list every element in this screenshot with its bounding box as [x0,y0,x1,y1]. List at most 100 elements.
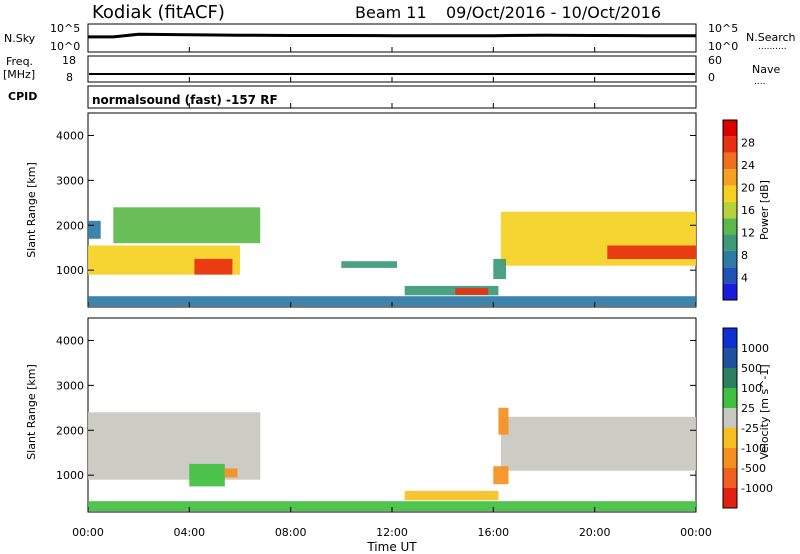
velocity-cbar-swatch [723,348,737,368]
xtick-label: 08:00 [275,526,307,539]
nave-dots: .... [754,77,765,87]
nsearch-dots: .......... [758,42,787,52]
velocity-ytick-label: 3000 [56,379,84,392]
power-heatmap [88,207,696,307]
power-cbar-frame [722,119,738,301]
noise-left-top-tick: 10^5 [50,22,80,35]
power-region-9 [341,261,397,268]
power-cbar-swatch [723,185,737,202]
velocity-cbar-tick: 25 [741,402,755,415]
power-region-4 [88,296,696,307]
velocity-region-3 [88,501,696,512]
power-cbar-swatch [723,234,737,251]
power-cbar-swatch [723,283,737,300]
velocity-region-4 [404,490,499,501]
power-ytick-label: 2000 [56,219,84,232]
xtick-label: 12:00 [376,526,408,539]
velocity-cbar-swatch [723,488,737,508]
power-cbar-swatch [723,136,737,153]
power-cbar-tick: 12 [741,227,755,240]
velocity-cbar-swatch [723,408,737,428]
nsearch-label: N.Search [746,31,796,44]
velocity-region-1 [189,463,225,487]
velocity-region-6 [493,466,509,485]
power-cbar-swatch [723,201,737,219]
velocity-ytick-label: 4000 [56,334,84,347]
cpid-label: CPID [8,90,37,103]
power-region-1 [113,207,261,244]
freq-unit-label: [MHz] [3,68,35,81]
power-cbar-swatch [723,120,737,137]
beam-label: Beam 11 [355,3,427,22]
velocity-ytick-label: 1000 [56,469,84,482]
noise-left-bottom-tick: 10^0 [50,40,80,53]
xtick-label: 00:00 [680,526,712,539]
nave-bottom-tick: 0 [708,71,715,84]
velocity-ytick-label: 2000 [56,424,84,437]
power-ytick-label: 3000 [56,174,84,187]
nave-label: Nave [752,63,780,76]
velocity-cbar-swatch [723,468,737,488]
freq-top-tick: 18 [62,54,76,67]
power-region-8 [607,245,696,259]
power-cbar-swatch [723,267,737,284]
power-region-10 [493,258,506,280]
velocity-heatmap [88,407,696,512]
xtick-label: 00:00 [72,526,104,539]
nsky-trace [88,32,696,39]
power-y-axis: 1000 2000 3000 4000 [56,129,696,277]
power-cbar-tick: 24 [741,159,755,172]
time-axis: 00:00 04:00 08:00 12:00 16:00 20:00 00:00 [72,47,712,539]
velocity-cbar-tick: 100 [741,382,762,395]
velocity-cbar-swatch [723,448,737,468]
power-cbar-swatch [723,152,737,170]
power-cbar-tick: 16 [741,204,755,217]
velocity-region-7 [498,407,509,435]
freq-label: Freq. [6,55,33,68]
velocity-cbar-swatch [723,388,737,408]
velocity-y-axis: 1000 2000 3000 4000 [56,334,696,482]
power-cbar-swatch [723,218,737,235]
nave-top-tick: 60 [708,54,722,67]
xtick-label: 16:00 [477,526,509,539]
velocity-cbar-label: Velocity [m s^-1] [758,364,771,459]
xtick-label: 04:00 [173,526,205,539]
noise-right-top-tick: 10^5 [708,22,738,35]
power-cbar-tick: 20 [741,182,755,195]
power-cbar-label: Power [dB] [758,180,771,240]
power-region-6 [455,288,489,295]
velocity-region-2 [224,468,238,478]
velocity-cbar-swatch [723,368,737,388]
nsky-line [88,32,696,39]
xtick-label: 20:00 [579,526,611,539]
power-cbar-tick: 4 [741,272,748,285]
power-cbar-tick: 28 [741,137,755,150]
power-cbar-swatch [723,250,737,268]
velocity-cbar-tick: -1000 [741,482,773,495]
power-region-2 [194,258,233,275]
x-axis-label: Time UT [366,540,417,554]
freq-bottom-tick: 8 [66,71,73,84]
velocity-region-5 [500,416,696,471]
power-cbar-swatch [723,169,737,186]
velocity-ylabel: Slant Range [km] [25,364,38,460]
velocity-cbar-frame [722,327,738,509]
power-ytick-label: 1000 [56,264,84,277]
velocity-cbar-swatch [723,428,737,448]
power-region-5 [404,285,499,296]
power-cbar-tick: 8 [741,249,748,262]
nsky-label: N.Sky [4,32,36,45]
power-ytick-label: 4000 [56,129,84,142]
velocity-cbar-tick: 500 [741,362,762,375]
power-ylabel: Slant Range [km] [25,162,38,258]
velocity-cbar-tick: -500 [741,462,766,475]
velocity-colorbar: -1000 -500 -100 -25 25 100 500 1000 [722,327,773,509]
velocity-cbar-tick: -25 [741,422,759,435]
velocity-cbar-tick: 1000 [741,342,769,355]
cpid-info: normalsound (fast) -157 RF [92,93,278,107]
velocity-cbar-swatch [723,328,737,348]
station-title: Kodiak (fitACF) [92,2,225,23]
power-colorbar: 4 8 12 16 20 24 28 [722,119,755,301]
noise-right-bottom-tick: 10^0 [708,40,738,53]
